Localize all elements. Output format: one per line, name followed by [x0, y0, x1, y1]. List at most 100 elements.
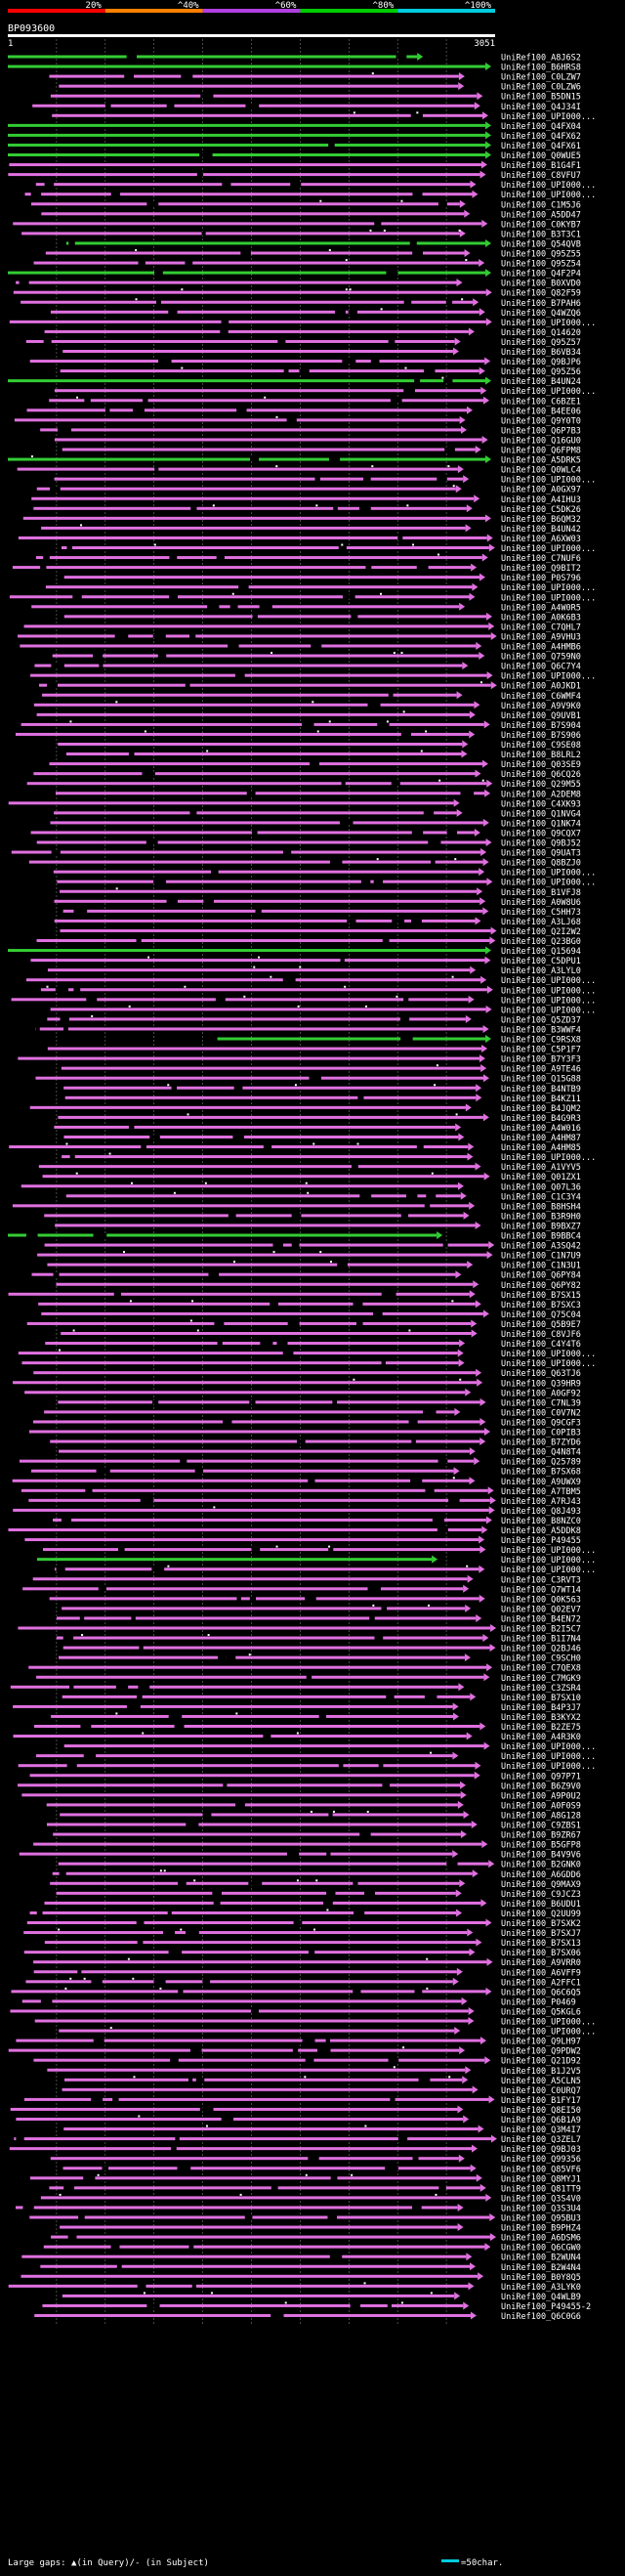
hit-bar — [50, 310, 479, 314]
alignment-row: UniRef100_B9PHZ4 — [60, 2223, 581, 2234]
alignment-row: UniRef100_Q2BJ46 — [62, 1644, 581, 1654]
row-label: UniRef100_A3LYK0 — [501, 2283, 581, 2293]
hit-end-arrow — [490, 681, 497, 690]
gap-segment — [282, 850, 292, 855]
hit-end-arrow — [477, 1378, 483, 1387]
alignment-row: UniRef100_A3SQ42 — [44, 1241, 581, 1252]
hit-bar — [8, 457, 486, 461]
hit-bar — [54, 389, 481, 393]
row-label: UniRef100_Q4WLB9 — [501, 2293, 581, 2302]
gap-segment — [69, 1685, 74, 1690]
alignment-row: UniRef100_B2W4N4 — [40, 2262, 581, 2273]
hit-end-arrow — [460, 1830, 467, 1839]
row-label: UniRef100_A0JKD1 — [501, 682, 581, 692]
row-label: UniRef100_B7SXJ7 — [501, 1929, 581, 1939]
gap-segment — [234, 673, 245, 678]
hit-end-arrow — [471, 563, 478, 572]
hit-bar — [47, 1047, 482, 1051]
row-label: UniRef100_A4W0R5 — [501, 603, 581, 613]
hit-end-arrow — [486, 671, 493, 680]
alignment-row: UniRef100_UPI000... — [11, 995, 596, 1006]
hit-end-arrow — [479, 1054, 485, 1063]
gap-segment — [154, 271, 163, 276]
row-label: UniRef100_A4HMB6 — [501, 643, 581, 653]
hit-bar — [9, 320, 486, 323]
gap-marker — [329, 1261, 332, 1264]
alignment-row: UniRef100_A4W0R5 — [31, 602, 581, 613]
gap-segment — [189, 810, 197, 815]
hit-bar — [9, 2147, 472, 2151]
gap-segment — [67, 2235, 77, 2240]
hit-end-arrow — [485, 131, 492, 140]
gap-segment — [286, 417, 297, 422]
row-label: UniRef100_A0F0S9 — [501, 1801, 581, 1811]
gap-segment — [424, 1203, 431, 1208]
gap-marker — [454, 858, 457, 861]
hit-bar — [53, 1518, 486, 1522]
row-label: UniRef100_UPI000... — [501, 1350, 596, 1359]
hit-bar — [8, 949, 486, 953]
row-label: UniRef100_C3RVT3 — [501, 1575, 581, 1585]
gap-marker — [426, 1987, 429, 1990]
alignment-row: UniRef100_A9UWX9 — [12, 1477, 581, 1487]
hit-bar — [63, 1086, 477, 1090]
hit-bar — [38, 1302, 476, 1306]
gap-marker — [135, 298, 138, 301]
gap-segment — [223, 1419, 232, 1424]
hit-bar — [38, 1165, 476, 1169]
gap-segment — [236, 408, 247, 412]
hit-end-arrow — [458, 1133, 465, 1141]
gap-marker — [144, 730, 146, 733]
hit-end-arrow — [470, 180, 477, 189]
alignment-row: UniRef100_B7S904 — [21, 720, 581, 731]
gap-marker — [207, 1634, 210, 1637]
hit-end-arrow — [469, 1447, 476, 1456]
row-label: UniRef100_C0KYB7 — [501, 220, 581, 230]
row-label: UniRef100_C8VFU7 — [501, 171, 581, 181]
gap-segment — [232, 1135, 244, 1139]
row-label: UniRef100_Q0WLC4 — [501, 466, 581, 476]
row-label: UniRef100_C1N3U1 — [501, 1262, 581, 1271]
hit-bar — [32, 1420, 480, 1424]
gap-marker — [371, 72, 374, 75]
row-label: UniRef100_Q9BIT2 — [501, 564, 581, 574]
hit-end-arrow — [489, 936, 496, 945]
hit-bar — [50, 1439, 480, 1443]
hit-end-arrow — [457, 1800, 464, 1809]
row-label: UniRef100_UPI000... — [501, 476, 596, 486]
hit-bar — [26, 1321, 472, 1325]
hit-bar — [33, 1960, 487, 1964]
gap-segment — [350, 2303, 361, 2308]
row-label: UniRef100_A4W016 — [501, 1124, 581, 1134]
alignment-row: UniRef100_B3WWF4 — [35, 1024, 581, 1035]
hit-bar — [36, 1675, 484, 1679]
hit-end-arrow — [462, 662, 469, 670]
gap-segment — [63, 2185, 74, 2190]
gap-marker — [383, 229, 386, 232]
alignment-row: UniRef100_A0K6B3 — [63, 612, 581, 623]
hit-end-arrow — [470, 1693, 477, 1701]
row-label: UniRef100_B8HSH4 — [501, 1202, 581, 1212]
row-label: UniRef100_B7S904 — [501, 721, 581, 731]
hit-end-arrow — [454, 337, 461, 346]
gap-segment — [25, 1233, 38, 1237]
gap-marker — [163, 1869, 166, 1872]
alignment-row: UniRef100_B8HSH4 — [12, 1201, 581, 1212]
row-label: UniRef100_A6DSM6 — [501, 2234, 581, 2244]
gap-marker — [316, 730, 319, 733]
alignment-row: UniRef100_UPI000... — [54, 475, 596, 486]
gap-segment — [40, 1998, 53, 2003]
row-label: UniRef100_Q23BG0 — [501, 937, 581, 947]
hit-bar — [18, 1626, 491, 1630]
gap-marker — [231, 592, 234, 595]
row-label: UniRef100_Q5ZD37 — [501, 1015, 581, 1025]
hit-end-arrow — [486, 878, 493, 886]
alignment-row: UniRef100_Q15G88 — [35, 1074, 581, 1085]
gap-segment — [166, 104, 175, 108]
hit-end-arrow — [476, 1368, 482, 1377]
gap-segment — [255, 909, 262, 914]
gap-segment — [142, 771, 155, 776]
row-label: UniRef100_C7MGK9 — [501, 1674, 581, 1684]
gap-segment — [178, 1881, 187, 1886]
alignment-row: UniRef100_B7ZYD6 — [50, 1438, 581, 1448]
